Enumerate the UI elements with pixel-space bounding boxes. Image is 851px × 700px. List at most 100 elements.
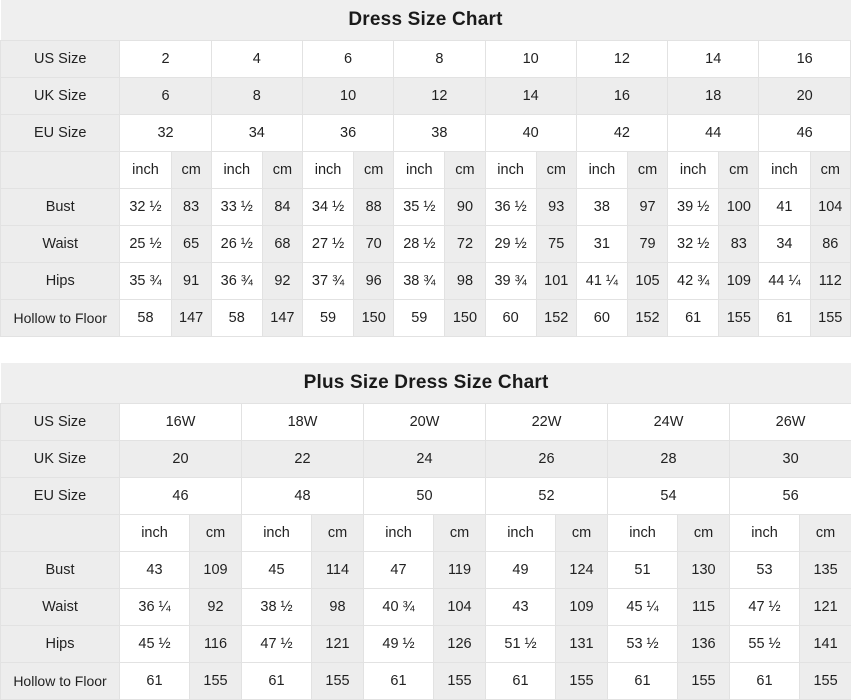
units-row-label [1,515,120,552]
row-label: US Size [1,41,120,78]
size-value-cell: 12 [576,41,667,78]
size-value-cell: 20W [364,404,486,441]
measure-cell-cm: 116 [190,626,242,663]
measure-cell-inch: 27 ½ [302,226,353,263]
measure-cell-cm: 135 [800,552,851,589]
measure-cell-cm: 121 [312,626,364,663]
measure-cell-cm: 147 [171,300,211,337]
size-value-cell: 14 [485,78,576,115]
measure-cell-cm: 91 [171,263,211,300]
measure-cell-inch: 60 [485,300,536,337]
units-row-label [1,152,120,189]
measure-cell-cm: 155 [810,300,850,337]
measure-cell-inch: 32 ½ [668,226,719,263]
unit-header-cm: cm [434,515,486,552]
measure-cell-inch: 41 ¼ [576,263,627,300]
measure-cell-inch: 41 [759,189,810,226]
size-value-cell: 26W [730,404,851,441]
size-value-cell: 18W [242,404,364,441]
measure-cell-cm: 97 [627,189,667,226]
measure-cell-inch: 43 [486,589,556,626]
measure-cell-cm: 109 [719,263,759,300]
size-value-cell: 6 [120,78,211,115]
measure-cell-cm: 105 [627,263,667,300]
measure-cell-cm: 65 [171,226,211,263]
measure-cell-inch: 53 ½ [608,626,678,663]
measure-cell-inch: 53 [730,552,800,589]
measure-cell-inch: 59 [302,300,353,337]
size-value-cell: 8 [211,78,302,115]
chart-spacer [0,337,851,363]
unit-header-cm: cm [354,152,394,189]
measure-cell-inch: 36 ½ [485,189,536,226]
unit-header-inch: inch [668,152,719,189]
unit-header-inch: inch [364,515,434,552]
size-value-cell: 42 [576,115,667,152]
size-value-cell: 18 [668,78,759,115]
chart-title: Dress Size Chart [1,0,851,41]
size-value-cell: 12 [394,78,485,115]
measure-cell-cm: 115 [678,589,730,626]
measure-cell-cm: 136 [678,626,730,663]
measure-cell-cm: 83 [719,226,759,263]
measure-cell-inch: 34 [759,226,810,263]
measure-cell-cm: 155 [312,663,364,700]
unit-header-inch: inch [759,152,810,189]
measure-cell-cm: 150 [445,300,485,337]
measure-cell-cm: 72 [445,226,485,263]
unit-header-cm: cm [171,152,211,189]
unit-header-cm: cm [810,152,850,189]
size-value-cell: 36 [302,115,393,152]
measure-cell-inch: 45 ¼ [608,589,678,626]
unit-header-cm: cm [556,515,608,552]
size-value-cell: 4 [211,41,302,78]
measure-cell-cm: 79 [627,226,667,263]
size-value-cell: 16W [120,404,242,441]
measure-cell-inch: 32 ½ [120,189,171,226]
measure-cell-cm: 96 [354,263,394,300]
size-value-cell: 6 [302,41,393,78]
size-value-cell: 24 [364,441,486,478]
unit-header-inch: inch [211,152,262,189]
measure-cell-inch: 61 [364,663,434,700]
size-value-cell: 22W [486,404,608,441]
measure-cell-cm: 70 [354,226,394,263]
unit-header-inch: inch [730,515,800,552]
measure-cell-inch: 61 [242,663,312,700]
measure-cell-inch: 47 ½ [242,626,312,663]
unit-header-inch: inch [242,515,312,552]
unit-header-cm: cm [536,152,576,189]
unit-header-cm: cm [719,152,759,189]
measure-cell-cm: 124 [556,552,608,589]
size-value-cell: 16 [576,78,667,115]
measure-cell-inch: 36 ¾ [211,263,262,300]
row-label: EU Size [1,115,120,152]
size-value-cell: 50 [364,478,486,515]
chart-title-row: Dress Size Chart [1,0,851,41]
size-value-cell: 52 [486,478,608,515]
measure-cell-inch: 58 [120,300,171,337]
measure-cell-cm: 104 [810,189,850,226]
size-value-cell: 20 [120,441,242,478]
unit-header-inch: inch [576,152,627,189]
size-value-cell: 10 [302,78,393,115]
measure-cell-cm: 101 [536,263,576,300]
unit-header-cm: cm [190,515,242,552]
size-value-cell: 20 [759,78,851,115]
row-label: Bust [1,552,120,589]
measure-cell-cm: 152 [536,300,576,337]
measure-cell-inch: 33 ½ [211,189,262,226]
measure-cell-cm: 92 [190,589,242,626]
measure-cell-inch: 36 ¼ [120,589,190,626]
measure-cell-cm: 121 [800,589,851,626]
measure-cell-inch: 39 ½ [668,189,719,226]
